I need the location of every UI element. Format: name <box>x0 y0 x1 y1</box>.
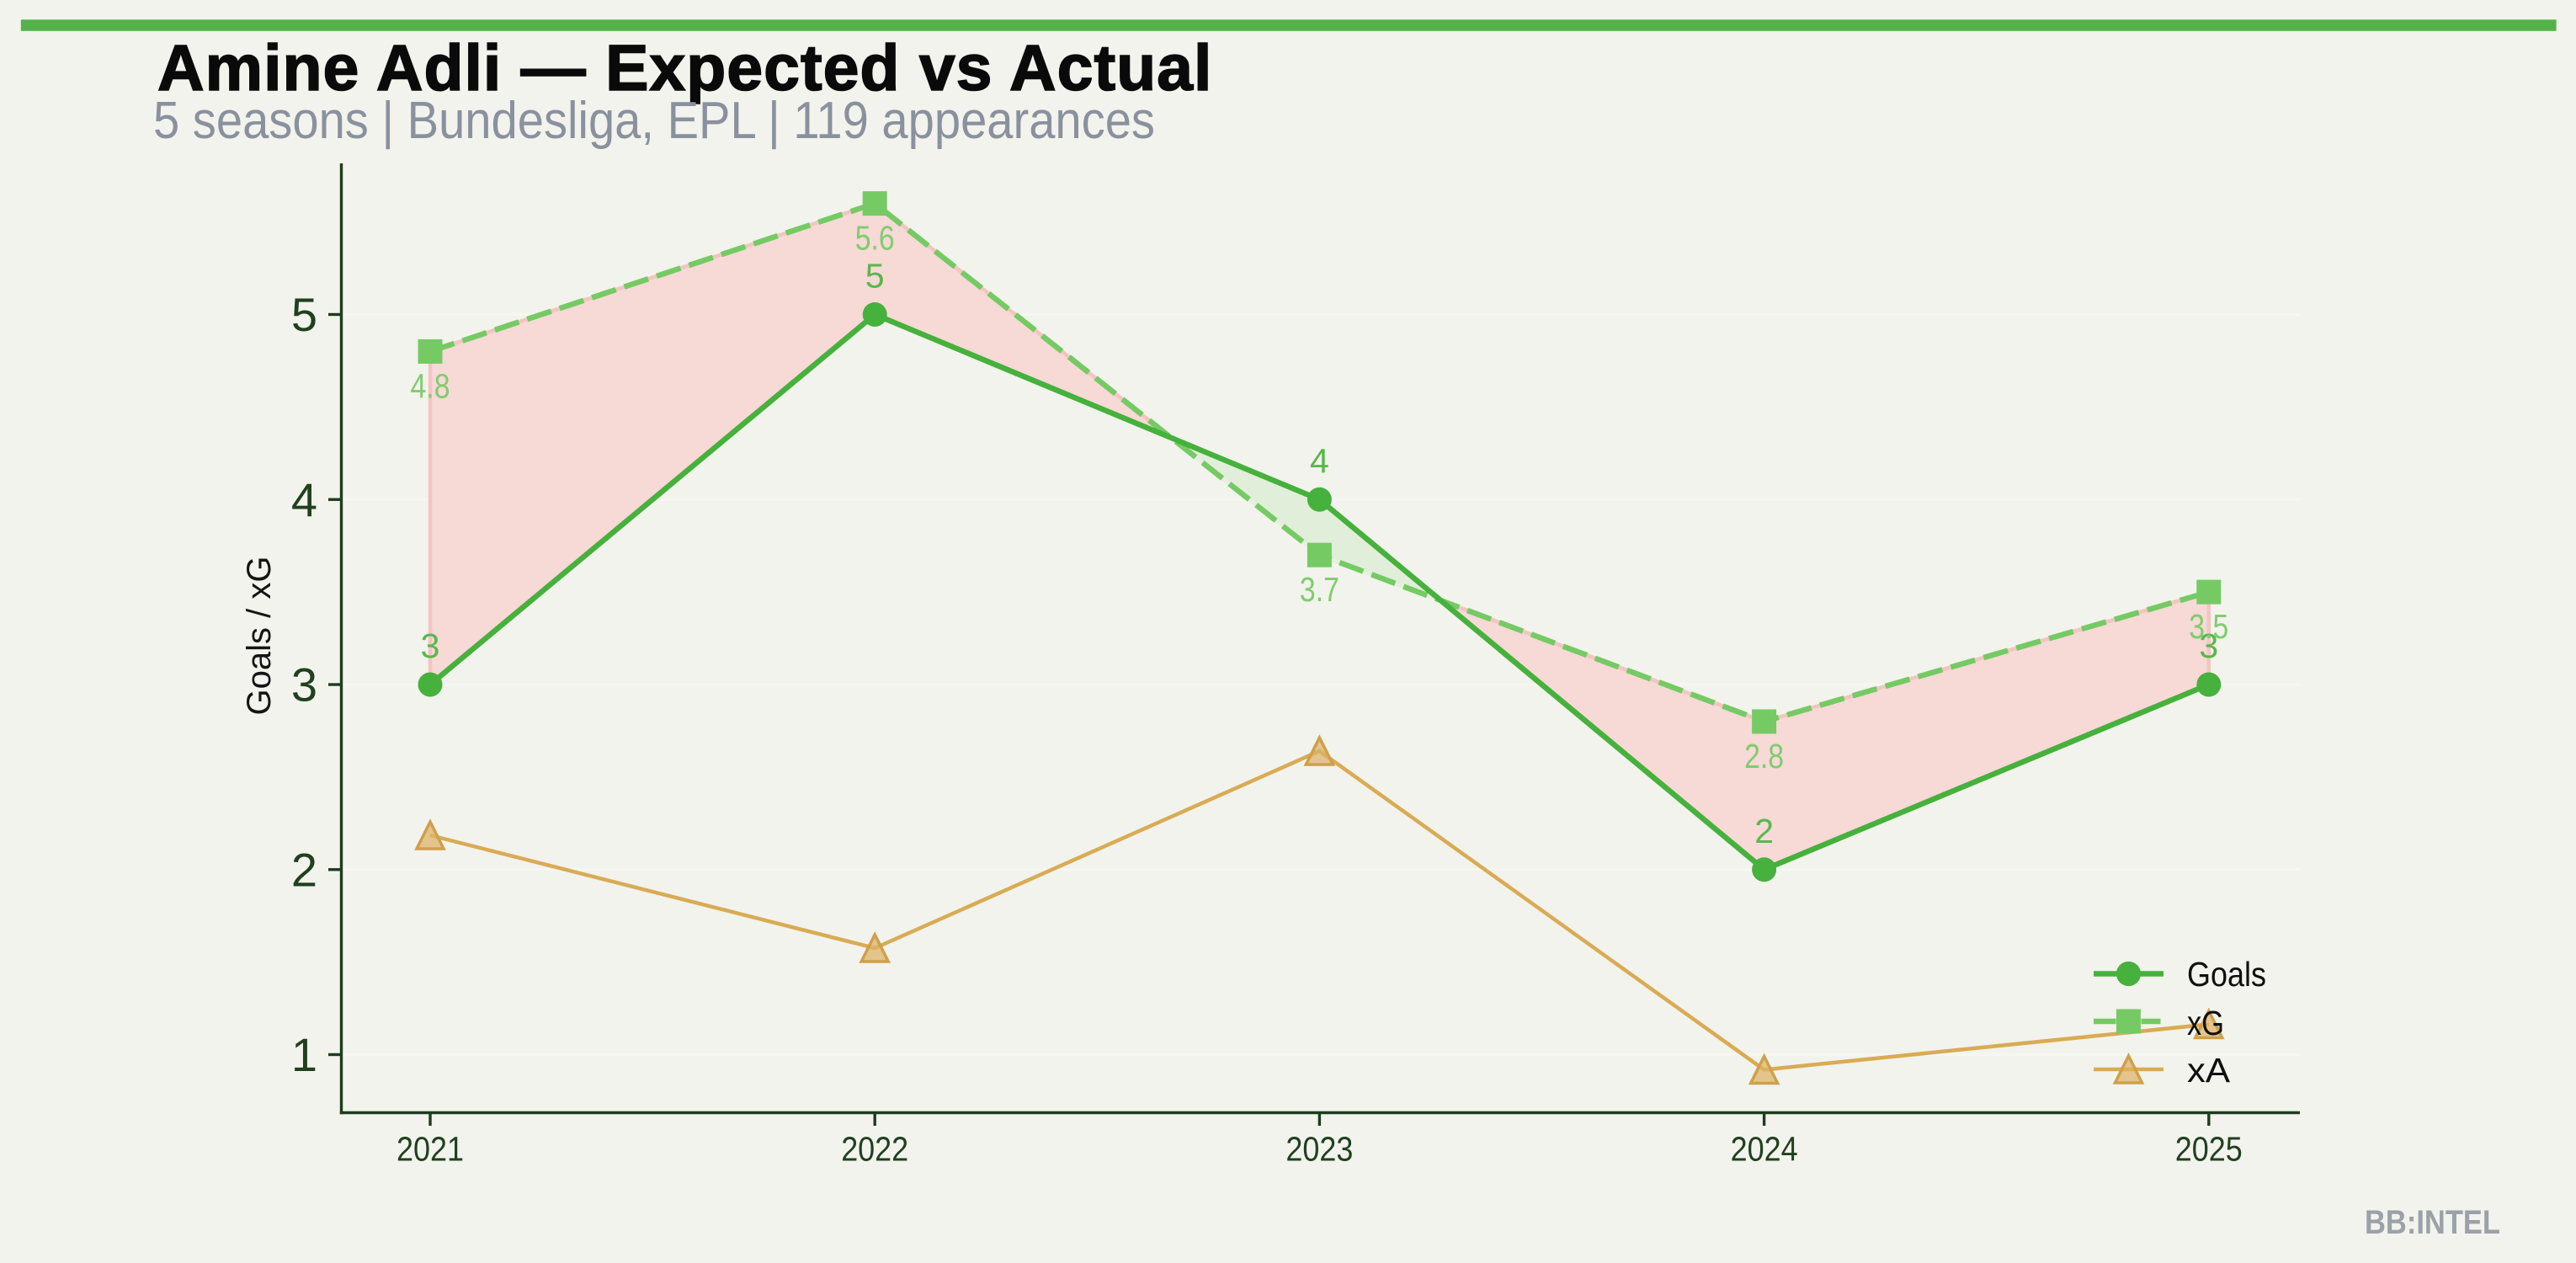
svg-text:4.8: 4.8 <box>411 366 450 405</box>
svg-text:Goals / xG: Goals / xG <box>241 557 278 716</box>
svg-text:4: 4 <box>291 473 317 526</box>
svg-text:3.7: 3.7 <box>1300 570 1339 609</box>
svg-text:2022: 2022 <box>841 1130 908 1169</box>
svg-text:2: 2 <box>291 843 317 896</box>
svg-text:3: 3 <box>421 626 440 665</box>
svg-text:BB:INTEL: BB:INTEL <box>2365 1204 2500 1241</box>
svg-text:2025: 2025 <box>2175 1130 2243 1169</box>
svg-text:1: 1 <box>291 1028 317 1081</box>
svg-text:5: 5 <box>865 257 885 296</box>
svg-text:xG: xG <box>2187 1004 2224 1042</box>
svg-text:5 seasons | Bundesliga, EPL |: 5 seasons | Bundesliga, EPL | 119 appear… <box>153 92 1155 150</box>
svg-text:2.8: 2.8 <box>1744 737 1784 775</box>
svg-text:2023: 2023 <box>1285 1130 1353 1169</box>
svg-text:Amine Adli — Expected vs Actua: Amine Adli — Expected vs Actual <box>157 32 1212 104</box>
svg-text:5: 5 <box>291 288 317 341</box>
svg-text:5.6: 5.6 <box>855 219 895 258</box>
svg-text:3.5: 3.5 <box>2189 607 2228 646</box>
svg-text:2021: 2021 <box>397 1130 464 1169</box>
svg-text:Goals: Goals <box>2187 955 2266 994</box>
svg-text:2024: 2024 <box>1731 1130 1798 1169</box>
svg-text:xA: xA <box>2187 1051 2231 1090</box>
svg-text:4: 4 <box>1310 441 1329 480</box>
svg-text:2: 2 <box>1754 812 1774 850</box>
svg-text:3: 3 <box>2199 626 2218 665</box>
svg-text:3: 3 <box>291 658 317 711</box>
